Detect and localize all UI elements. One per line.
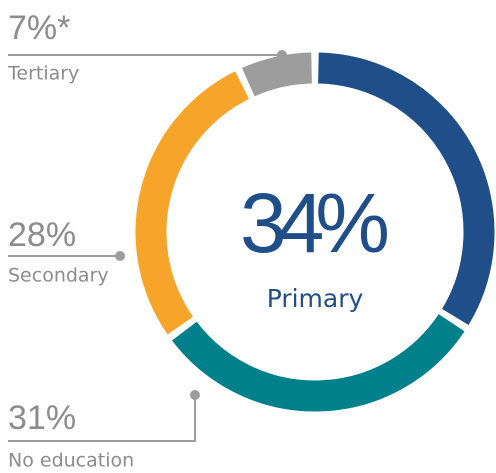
segment-value-label: 28% xyxy=(8,216,76,254)
donut-segment xyxy=(172,314,465,412)
donut-segment xyxy=(317,52,495,325)
leader-line xyxy=(8,395,196,442)
center-category: Primary xyxy=(267,284,364,313)
segment-category-label: Secondary xyxy=(8,265,109,287)
donut-segment xyxy=(241,52,313,97)
leader-dot xyxy=(277,50,287,60)
segment-value-label: 31% xyxy=(8,399,76,437)
center-value: 34% xyxy=(240,176,390,270)
leader-dot xyxy=(115,251,125,261)
segment-value-label: 7%* xyxy=(8,9,70,47)
segment-category-label: Tertiary xyxy=(7,63,79,85)
leader-dot xyxy=(190,390,200,400)
segment-category-label: No education xyxy=(8,450,134,472)
donut-segment xyxy=(135,71,250,335)
